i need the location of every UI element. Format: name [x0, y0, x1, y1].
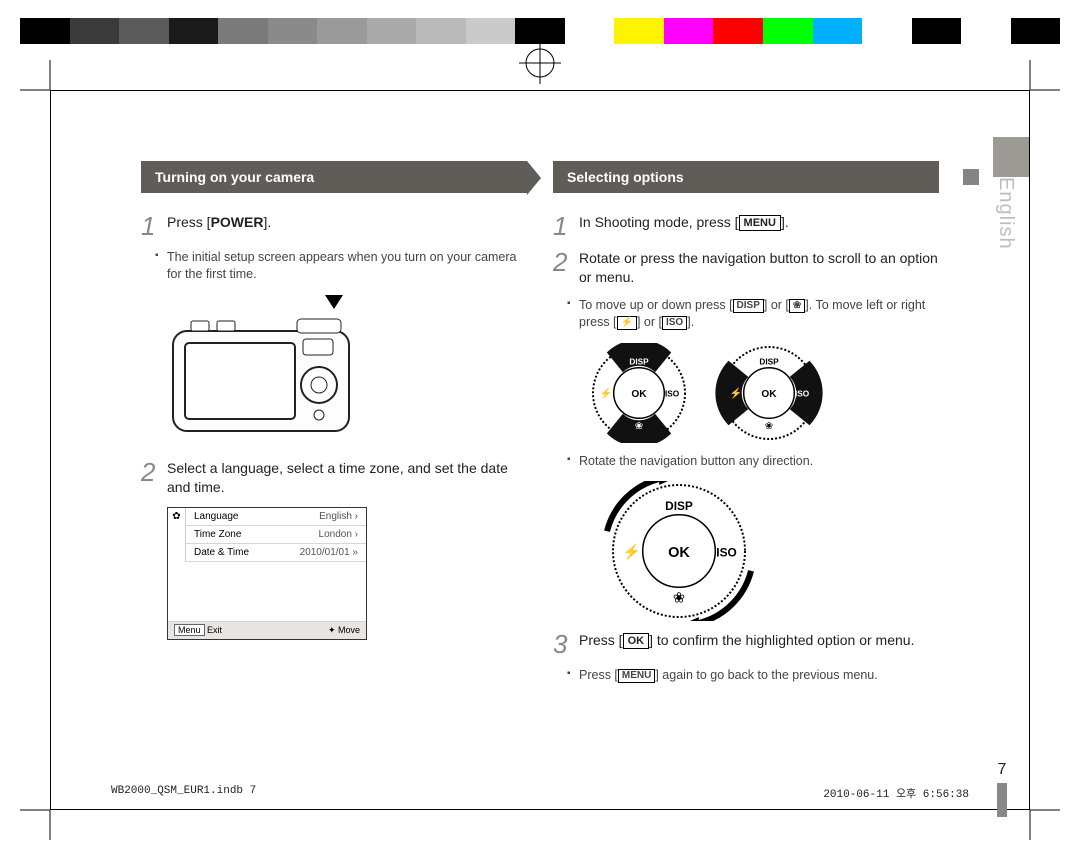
- calibration-swatch: [1011, 18, 1061, 44]
- calibration-swatch: [664, 18, 714, 44]
- calibration-swatch: [515, 18, 565, 44]
- page-number: 7: [997, 761, 1007, 817]
- side-tab-current: [993, 137, 1029, 177]
- section-heading-turning-on: Turning on your camera: [141, 161, 527, 193]
- power-label: POWER: [211, 214, 264, 230]
- print-footer: WB2000_QSM_EUR1.indb 7 2010-06-11 오후 6:5…: [111, 785, 969, 801]
- section-heading-text: Turning on your camera: [155, 169, 314, 185]
- r-step1-text: In Shooting mode, press [MENU].: [579, 213, 789, 239]
- calibration-swatch: [317, 18, 367, 44]
- svg-text:⚡: ⚡: [600, 386, 613, 399]
- svg-text:DISP: DISP: [759, 357, 779, 366]
- step-number-2r: 2: [553, 249, 579, 287]
- nav-wheel-rotate: DISP ⚡ OK ISO ❀: [599, 481, 759, 621]
- r-step3-text: Press [OK] to confirm the highlighted op…: [579, 631, 914, 657]
- calibration-color-strip: [20, 18, 1060, 44]
- step1-sub-bullet: The initial setup screen appears when yo…: [141, 249, 527, 283]
- language-side-label: English: [995, 177, 1017, 317]
- r-step2-sub1: To move up or down press [DISP] or [❀]. …: [553, 297, 939, 331]
- svg-text:OK: OK: [761, 389, 777, 400]
- settings-gear-icon: ✿: [168, 508, 186, 562]
- svg-text:ISO: ISO: [795, 389, 810, 398]
- menu-button-label: MENU: [739, 215, 781, 231]
- footer-timestamp: 2010-06-11 오후 6:56:38: [823, 785, 969, 801]
- svg-text:❀: ❀: [635, 420, 643, 431]
- calibration-swatch: [466, 18, 516, 44]
- calibration-swatch: [961, 18, 1011, 44]
- svg-text:OK: OK: [668, 545, 690, 561]
- step1-suffix: ].: [263, 214, 271, 230]
- svg-text:❀: ❀: [673, 591, 685, 607]
- svg-text:DISP: DISP: [665, 499, 693, 513]
- side-tab-column: [993, 137, 1029, 181]
- r-step3-sub: Press [MENU] again to go back to the pre…: [553, 667, 939, 684]
- menu-button-label-small: MENU: [618, 669, 655, 683]
- calibration-swatch: [268, 18, 318, 44]
- calibration-swatch: [862, 18, 912, 44]
- svg-text:⚡: ⚡: [730, 386, 743, 399]
- calibration-swatch: [813, 18, 863, 44]
- move-label: ✦ Move: [328, 625, 360, 636]
- camera-illustration: [167, 313, 357, 443]
- svg-text:❀: ❀: [765, 420, 773, 431]
- calibration-swatch: [367, 18, 417, 44]
- calibration-swatch: [416, 18, 466, 44]
- svg-text:DISP: DISP: [629, 357, 649, 366]
- step-2-text: Select a language, select a time zone, a…: [167, 459, 527, 497]
- svg-text:ISO: ISO: [665, 389, 680, 398]
- calibration-swatch: [713, 18, 763, 44]
- step-number-2: 2: [141, 459, 167, 497]
- page-number-text: 7: [998, 761, 1007, 778]
- calibration-swatch: [565, 18, 615, 44]
- calibration-swatch: [912, 18, 962, 44]
- iso-button-label: ISO: [662, 316, 687, 330]
- calibration-swatch: [169, 18, 219, 44]
- r-step2-sub2: Rotate the navigation button any directi…: [553, 453, 939, 470]
- step-number-3r: 3: [553, 631, 579, 657]
- calibration-swatch: [763, 18, 813, 44]
- calibration-swatch: [218, 18, 268, 44]
- nav-wheel-horizontal: DISP ⚡ OK ISO ❀: [709, 343, 829, 443]
- exit-label: Exit: [207, 625, 222, 635]
- macro-icon: ❀: [789, 299, 805, 313]
- svg-text:⚡: ⚡: [622, 543, 640, 561]
- settings-row: Date & Time2010/01/01 »: [186, 544, 366, 562]
- nav-wheel-vertical: DISP ⚡ OK ISO ❀: [579, 343, 699, 443]
- nav-wheel-pair: DISP ⚡ OK ISO ❀ DISP ⚡ OK ISO ❀: [579, 343, 939, 443]
- footer-filename: WB2000_QSM_EUR1.indb 7: [111, 785, 256, 801]
- page-number-bar: [997, 783, 1007, 817]
- step-1-text: Press [POWER].: [167, 213, 271, 239]
- section-end-icon: [963, 169, 979, 185]
- svg-text:ISO: ISO: [716, 546, 736, 560]
- registration-mark-top: [519, 42, 561, 84]
- down-arrow-icon: [325, 295, 343, 309]
- r-step2-text: Rotate or press the navigation button to…: [579, 249, 939, 287]
- calibration-swatch: [20, 18, 70, 44]
- menu-pill: Menu: [174, 624, 205, 636]
- calibration-swatch: [614, 18, 664, 44]
- calibration-swatch: [119, 18, 169, 44]
- section-heading-text: Selecting options: [567, 169, 684, 185]
- step-number-1r: 1: [553, 213, 579, 239]
- section-heading-selecting-options: Selecting options: [553, 161, 939, 193]
- settings-row: LanguageEnglish ›: [186, 508, 366, 526]
- settings-screen-illustration: ✿ LanguageEnglish ›Time ZoneLondon ›Date…: [167, 507, 367, 640]
- ok-button-label: OK: [623, 633, 650, 649]
- calibration-swatch: [70, 18, 120, 44]
- svg-text:OK: OK: [631, 389, 647, 400]
- step-number-1: 1: [141, 213, 167, 239]
- flash-icon: ⚡: [617, 316, 637, 330]
- disp-button-label: DISP: [733, 299, 764, 313]
- page-frame: English 7 Turning on your camera 1 Press…: [50, 90, 1030, 810]
- step1-prefix: Press [: [167, 214, 211, 230]
- settings-row: Time ZoneLondon ›: [186, 526, 366, 544]
